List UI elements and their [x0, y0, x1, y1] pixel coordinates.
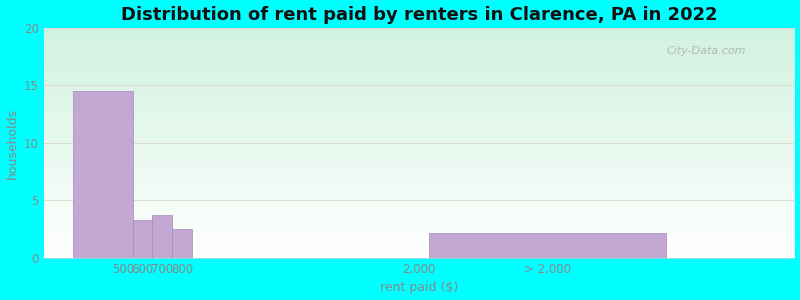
Bar	[429, 233, 666, 258]
Bar	[74, 91, 133, 258]
Title: Distribution of rent paid by renters in Clarence, PA in 2022: Distribution of rent paid by renters in …	[121, 6, 718, 24]
Bar	[172, 229, 192, 258]
Text: City-Data.com: City-Data.com	[667, 46, 746, 56]
Bar	[133, 220, 153, 258]
Y-axis label: households: households	[6, 107, 18, 178]
Bar	[153, 215, 172, 258]
X-axis label: rent paid ($): rent paid ($)	[380, 281, 458, 294]
